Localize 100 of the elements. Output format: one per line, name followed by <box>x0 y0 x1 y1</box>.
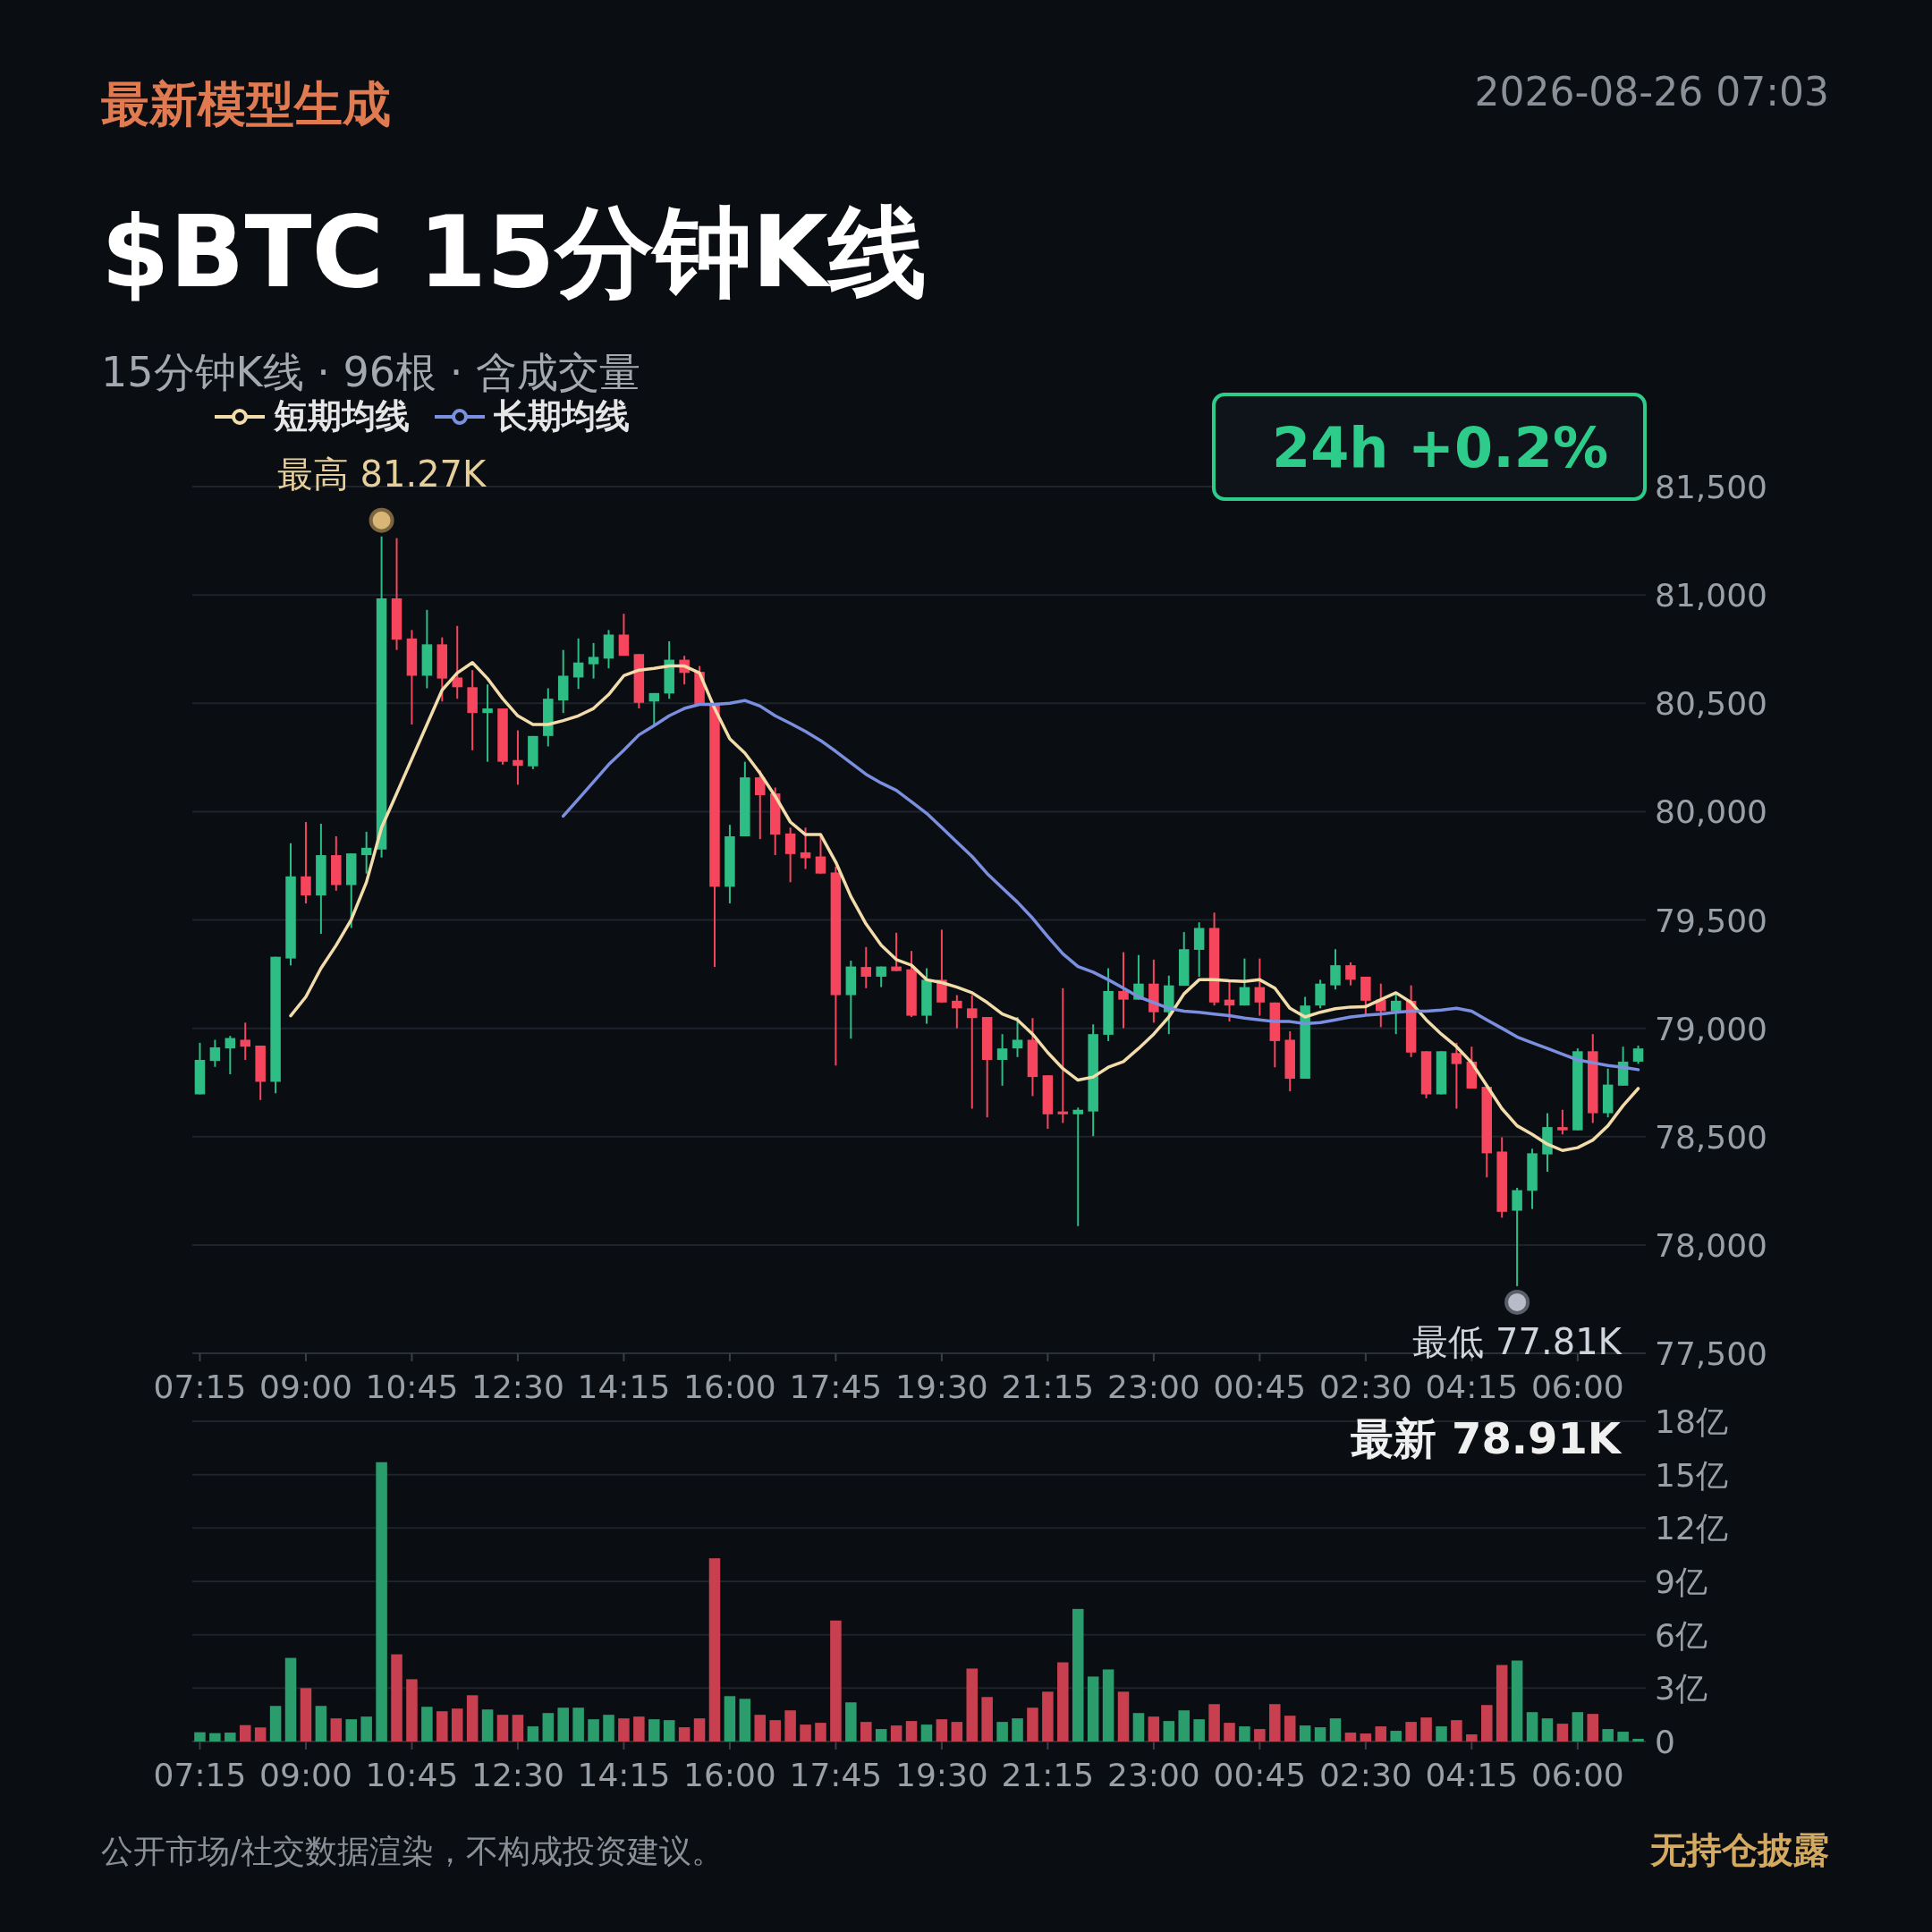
candlestick <box>1512 1186 1522 1287</box>
bar <box>739 1699 751 1741</box>
x-tick-label: 17:45 <box>789 1757 883 1793</box>
bar <box>512 1715 524 1741</box>
bar <box>1375 1726 1387 1741</box>
bar <box>1481 1705 1493 1741</box>
bar <box>663 1720 675 1741</box>
bar <box>1117 1691 1130 1741</box>
y-tick-label: 12亿 <box>1655 1510 1728 1547</box>
y-tick-label: 15亿 <box>1655 1456 1728 1494</box>
bar <box>239 1724 251 1741</box>
x-tick-label: 16:00 <box>683 1757 776 1793</box>
candlestick <box>513 729 523 786</box>
x-tick-label: 21:15 <box>1001 1757 1095 1793</box>
bar <box>951 1722 963 1741</box>
bar <box>1602 1729 1614 1741</box>
bar <box>1148 1716 1160 1741</box>
bar <box>376 1462 387 1741</box>
bar <box>1587 1714 1599 1741</box>
bar <box>1451 1720 1462 1741</box>
chart-subtitle: 15分钟K线 · 96根 · 含成交量 <box>101 348 640 396</box>
candlestick <box>209 1038 221 1068</box>
bar <box>1132 1713 1145 1741</box>
legend-label: 短期均线 <box>273 396 410 436</box>
bar <box>1284 1716 1296 1741</box>
candlestick <box>1330 948 1341 991</box>
text: 2026-08-26 07:03 <box>1474 69 1829 114</box>
bar <box>254 1727 267 1741</box>
bar <box>678 1727 691 1741</box>
x-tick-label: 12:30 <box>471 1368 564 1405</box>
x-tick-label: 10:45 <box>365 1757 459 1793</box>
x-tick-label: 19:30 <box>895 1757 988 1793</box>
candlestick <box>588 641 599 680</box>
text: 最新模型生成 <box>101 76 391 132</box>
bar <box>648 1719 660 1741</box>
bar <box>194 1732 206 1741</box>
x-tick-label: 23:00 <box>1106 1757 1200 1793</box>
bar <box>1254 1729 1266 1741</box>
bar <box>527 1726 539 1741</box>
legend-label: 长期均线 <box>494 396 630 436</box>
bar <box>496 1715 509 1741</box>
bar <box>1466 1734 1478 1741</box>
bar <box>269 1706 282 1741</box>
bar <box>830 1620 842 1741</box>
annotation: 最低 77.81K <box>1412 1320 1623 1362</box>
text: 24h +0.2% <box>1272 415 1608 480</box>
annotation: 最新 78.91K <box>1351 1413 1623 1463</box>
bar <box>1329 1718 1342 1741</box>
text: 无持仓披露 <box>1649 1829 1829 1870</box>
x-tick-label: 21:15 <box>1001 1368 1095 1405</box>
bar <box>1239 1726 1250 1741</box>
bar <box>1617 1732 1629 1741</box>
bar <box>708 1558 721 1741</box>
candlestick <box>301 821 311 905</box>
bar <box>1405 1722 1417 1741</box>
y-tick-label: 18亿 <box>1655 1403 1728 1440</box>
candlestick <box>452 624 462 700</box>
bar <box>618 1718 630 1741</box>
x-tick-label: 09:00 <box>259 1368 352 1405</box>
bar <box>466 1695 479 1741</box>
x-tick-label: 07:15 <box>153 1757 247 1793</box>
y-tick-label: 81,000 <box>1655 577 1767 614</box>
bar <box>1420 1717 1432 1741</box>
bar <box>1102 1669 1114 1741</box>
candlestick <box>952 994 962 1030</box>
candlestick <box>1012 1016 1023 1058</box>
bar <box>633 1716 645 1741</box>
x-tick-label: 10:45 <box>365 1368 459 1405</box>
bar <box>588 1719 599 1741</box>
bar <box>905 1721 918 1741</box>
y-tick-label: 6亿 <box>1655 1616 1707 1654</box>
bar <box>1224 1723 1235 1741</box>
bar <box>920 1724 933 1741</box>
x-tick-label: 23:00 <box>1106 1368 1200 1405</box>
bar <box>1541 1718 1554 1741</box>
bar <box>1572 1712 1584 1741</box>
candlestick <box>225 1035 236 1075</box>
candlestick <box>996 1033 1008 1087</box>
bar <box>315 1706 327 1741</box>
bar <box>360 1716 372 1741</box>
bar <box>815 1723 826 1741</box>
candlestick <box>240 1021 250 1061</box>
bar <box>330 1718 343 1741</box>
bar <box>1193 1719 1205 1741</box>
bar <box>1208 1704 1220 1741</box>
candlestick <box>482 683 493 763</box>
bar <box>542 1713 555 1741</box>
x-tick-label: 19:30 <box>895 1368 988 1405</box>
y-tick-label: 80,000 <box>1655 793 1767 831</box>
bar <box>1360 1733 1372 1741</box>
bar <box>875 1729 887 1741</box>
y-tick-label: 77,500 <box>1655 1335 1767 1372</box>
x-tick-label: 17:45 <box>789 1368 883 1405</box>
x-tick-label: 04:15 <box>1425 1757 1519 1793</box>
x-tick-label: 14:15 <box>577 1757 671 1793</box>
text: 公开市场/社交数据渲染，不构成投资建议。 <box>101 1833 724 1869</box>
line-series <box>561 699 1640 1072</box>
line-series <box>289 660 1640 1152</box>
bar <box>1511 1660 1523 1741</box>
candlestick <box>1632 1045 1644 1065</box>
